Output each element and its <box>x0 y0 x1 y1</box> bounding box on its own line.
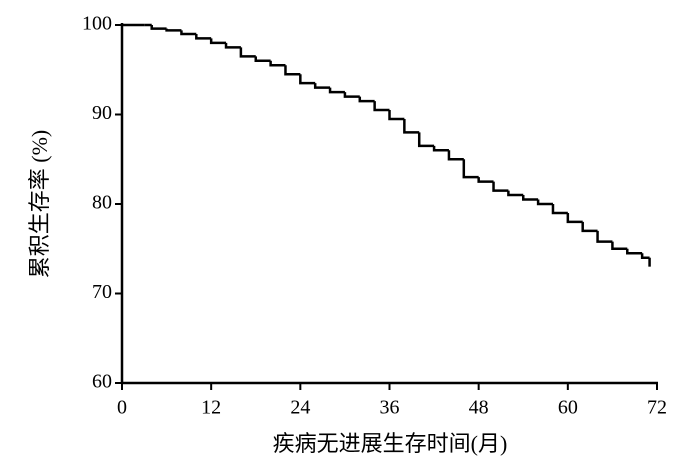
survival-step <box>447 150 464 161</box>
survival-step <box>209 38 227 45</box>
survival-step <box>417 132 435 148</box>
y-tick-label: 100 <box>82 13 112 35</box>
survival-step <box>269 60 286 67</box>
x-tick-label: 36 <box>380 397 400 419</box>
survival-step <box>150 25 167 30</box>
survival-step <box>536 199 553 206</box>
y-tick-label: 70 <box>92 281 112 303</box>
x-tick-label: 0 <box>117 397 127 419</box>
survival-step <box>284 65 301 76</box>
survival-step <box>239 47 256 58</box>
x-axis-label: 疾病无进展生存时间(月) <box>273 431 508 456</box>
y-tick-label: 90 <box>92 102 112 124</box>
survival-step <box>551 204 568 215</box>
y-tick-label: 60 <box>92 371 112 393</box>
survival-step <box>492 181 509 192</box>
survival-step <box>388 110 405 121</box>
survival-step <box>462 159 479 179</box>
survival-step <box>195 33 212 40</box>
survival-step <box>180 30 197 36</box>
survival-step <box>313 83 331 89</box>
survival-step <box>626 248 643 255</box>
x-tick-label: 72 <box>647 397 667 419</box>
survival-step <box>343 92 360 98</box>
survival-step <box>254 56 271 63</box>
survival-step <box>299 74 316 85</box>
survival-step <box>507 190 524 197</box>
x-tick-label: 60 <box>558 397 578 419</box>
survival-step <box>165 28 182 32</box>
survival-step <box>596 230 613 243</box>
survival-step <box>611 241 628 250</box>
survival-step <box>522 195 539 201</box>
survival-step <box>328 87 345 94</box>
survival-step <box>403 118 420 134</box>
x-tick-label: 24 <box>290 397 310 419</box>
survival-step <box>432 145 449 152</box>
survival-step <box>358 96 375 103</box>
y-axis-label: 累积生存率 (%) <box>27 130 52 278</box>
survival-step <box>581 221 598 233</box>
survival-step <box>373 101 390 112</box>
survival-step <box>477 177 494 183</box>
x-tick-label: 12 <box>201 397 221 419</box>
y-tick-label: 80 <box>92 192 112 214</box>
x-tick-label: 48 <box>469 397 489 419</box>
survival-step <box>566 212 583 224</box>
survival-step <box>640 253 650 259</box>
survival-step <box>224 42 241 49</box>
